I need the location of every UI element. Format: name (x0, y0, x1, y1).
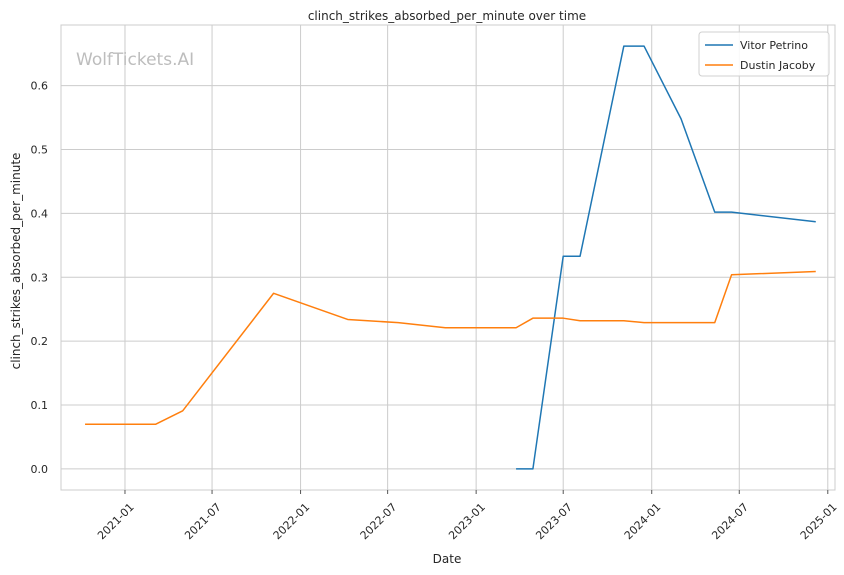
y-tick-label: 0.4 (31, 207, 49, 220)
y-tick-label: 0.0 (31, 463, 49, 476)
chart-legend: Vitor Petrino Dustin Jacoby (698, 31, 830, 77)
y-tick-label: 0.6 (31, 80, 49, 93)
y-tick-label: 0.3 (31, 271, 49, 284)
y-tick-label: 0.5 (31, 144, 49, 157)
legend-label: Dustin Jacoby (740, 59, 816, 72)
y-tick-label: 0.2 (31, 335, 49, 348)
watermark-text: WolfTickets.AI (76, 50, 194, 70)
legend-label: Vitor Petrino (740, 39, 808, 52)
plot-frame (60, 24, 836, 491)
y-axis-title: clinch_strikes_absorbed_per_minute (9, 153, 23, 370)
legend-entries: Vitor Petrino Dustin Jacoby (705, 39, 816, 72)
series-line-vitor-petrino (516, 45, 816, 470)
chart-title: clinch_strikes_absorbed_per_minute over … (308, 9, 586, 23)
series-layer (85, 45, 816, 470)
x-axis-title: Date (433, 552, 462, 566)
y-tick-labels: 0.0 0.1 0.2 0.3 0.4 0.5 0.6 (31, 80, 49, 476)
series-line-dustin-jacoby (85, 270, 816, 425)
y-tick-label: 0.1 (31, 399, 49, 412)
